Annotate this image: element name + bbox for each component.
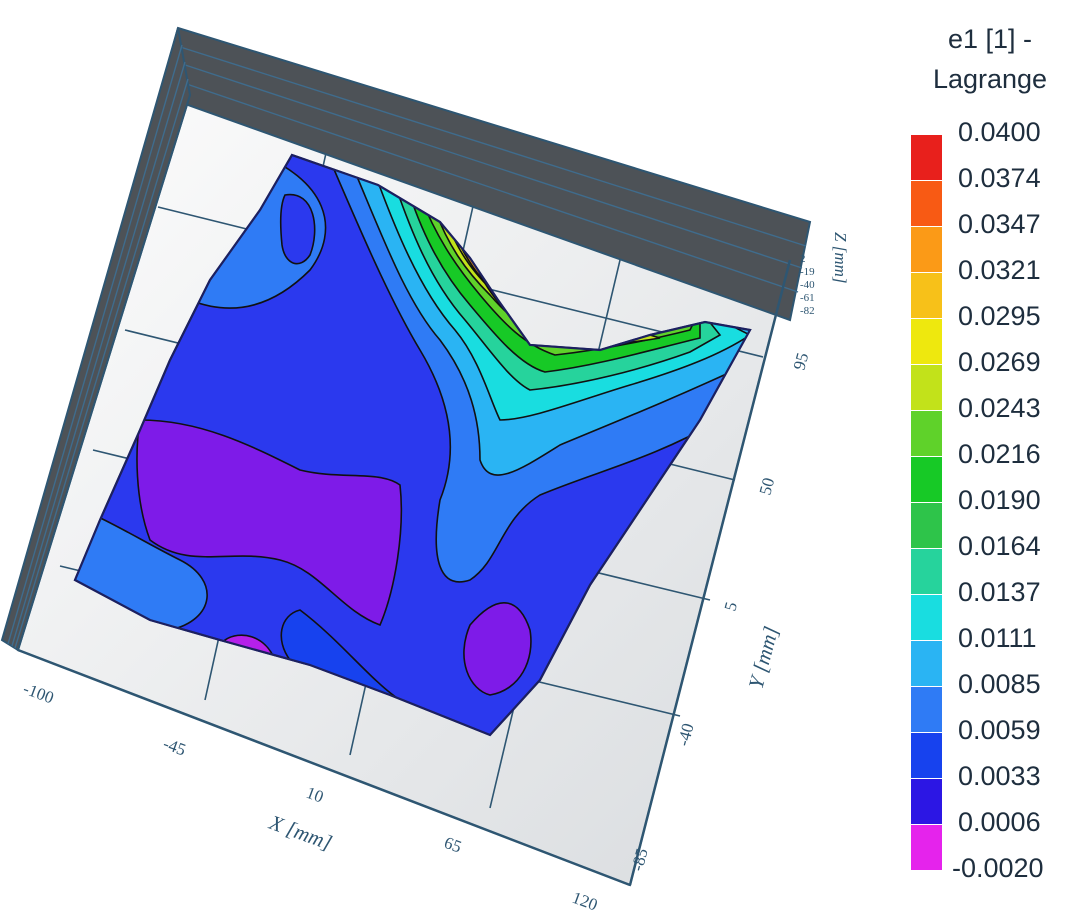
y-axis-title: Y [mm] bbox=[744, 624, 784, 692]
z-tick-3: -61 bbox=[800, 292, 815, 304]
colorbar-level-label-7: 0.0216 bbox=[958, 439, 1041, 469]
z-tick-1: -19 bbox=[800, 266, 815, 278]
colorbar-level-label-13: 0.0059 bbox=[958, 715, 1041, 745]
z-axis-title: Z [mm] bbox=[831, 232, 850, 284]
z-tick-0: 2 bbox=[800, 253, 806, 265]
colorbar-swatch-2 bbox=[911, 227, 942, 272]
colorbar-level-label-4: 0.0295 bbox=[958, 301, 1041, 331]
colorbar-level-label-11: 0.0111 bbox=[958, 623, 1037, 653]
colorbar-level-label-2: 0.0347 bbox=[958, 209, 1041, 239]
colorbar-title-line1: e1 [1] - bbox=[947, 24, 1033, 54]
z-tick-2: -40 bbox=[800, 279, 815, 291]
colorbar-swatch-14 bbox=[911, 779, 942, 824]
z-tick-4: -82 bbox=[800, 305, 815, 317]
surface-outline bbox=[73, 153, 752, 737]
colorbar-swatch-11 bbox=[911, 641, 942, 686]
colorbar-level-label-1: 0.0374 bbox=[958, 163, 1041, 193]
colorbar-level-label-16: -0.0020 bbox=[952, 853, 1044, 883]
colorbar-swatch-1 bbox=[911, 181, 942, 226]
colorbar-title-line2: Lagrange bbox=[932, 64, 1048, 94]
region-topleft-pocket bbox=[279, 193, 316, 265]
colorbar-level-label-14: 0.0033 bbox=[958, 761, 1041, 791]
colorbar-level-label-15: 0.0006 bbox=[958, 807, 1041, 837]
y-tick-1: -40 bbox=[674, 721, 698, 748]
colorbar-swatch-13 bbox=[911, 733, 942, 778]
colorbar-swatch-5 bbox=[911, 365, 942, 410]
x-tick-2: 10 bbox=[304, 783, 326, 807]
region-purple-band bbox=[136, 419, 403, 627]
colorbar-legend: e1 [1] - Lagrange 0.0400 0.0374 0.0347 0.03… bbox=[900, 0, 1080, 916]
x-axis-title: X [mm] bbox=[265, 810, 335, 855]
y-tick-4: 95 bbox=[790, 351, 813, 372]
colorbar-swatch-8 bbox=[911, 503, 942, 548]
y-tick-2: 5 bbox=[721, 600, 742, 613]
colorbar-level-label-8: 0.0190 bbox=[958, 485, 1041, 515]
colorbar-level-label-10: 0.0137 bbox=[958, 577, 1041, 607]
colorbar-level-label-3: 0.0321 bbox=[958, 255, 1041, 285]
colorbar-level-label-12: 0.0085 bbox=[958, 669, 1041, 699]
colorbar-level-label-5: 0.0269 bbox=[958, 347, 1041, 377]
x-tick-0: -100 bbox=[21, 679, 57, 708]
y-tick-3: 50 bbox=[756, 476, 779, 497]
colorbar-level-label-6: 0.0243 bbox=[958, 393, 1041, 423]
colorbar-swatch-4 bbox=[911, 319, 942, 364]
colorbar-swatch-16 bbox=[911, 825, 942, 870]
x-tick-3: 65 bbox=[442, 833, 464, 857]
colorbar-level-label-9: 0.0164 bbox=[958, 531, 1041, 561]
contour-plot-3d: -100 -45 10 65 120 X [mm] -85 -40 5 50 9… bbox=[0, 26, 850, 915]
z-axis-ticks: 2 -19 -40 -61 -82 bbox=[800, 253, 815, 317]
colorbar-level-label-0: 0.0400 bbox=[958, 117, 1041, 147]
colorbar-swatch-7 bbox=[911, 457, 942, 502]
colorbar-swatch-9 bbox=[911, 549, 942, 594]
colorbar-swatch-10 bbox=[911, 595, 942, 640]
x-tick-4: 120 bbox=[570, 888, 600, 915]
colorbar-swatch-0 bbox=[911, 135, 942, 180]
x-tick-1: -45 bbox=[161, 734, 189, 760]
colorbar-swatch-3 bbox=[911, 273, 942, 318]
colorbar-swatch-12 bbox=[911, 687, 942, 732]
colorbar-swatch-6 bbox=[911, 411, 942, 456]
region-purple-bottom bbox=[463, 602, 532, 696]
